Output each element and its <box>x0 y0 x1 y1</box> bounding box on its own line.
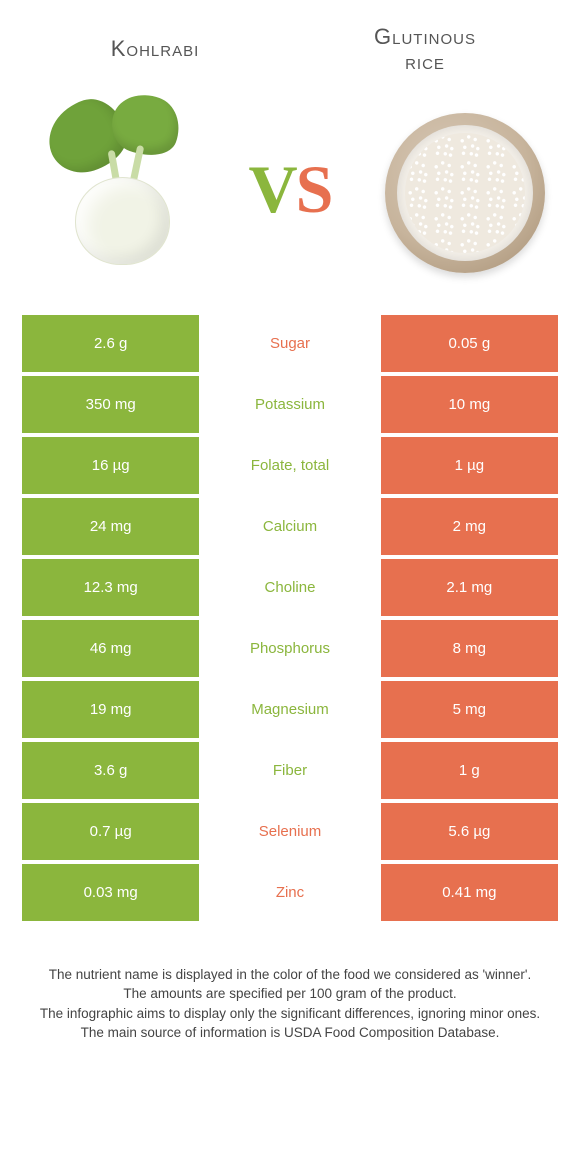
vs-s: S <box>296 151 332 227</box>
nutrient-label: Sugar <box>201 315 378 372</box>
left-value: 0.7 µg <box>22 803 199 860</box>
footnote-3: The infographic aims to display only the… <box>30 1004 550 1024</box>
nutrient-label: Selenium <box>201 803 378 860</box>
hero-row: VS <box>0 85 580 315</box>
right-value: 8 mg <box>381 620 558 677</box>
right-value: 2 mg <box>381 498 558 555</box>
table-row: 3.6 gFiber1 g <box>22 742 558 799</box>
left-value: 19 mg <box>22 681 199 738</box>
table-row: 0.7 µgSelenium5.6 µg <box>22 803 558 860</box>
footnote-4: The main source of information is USDA F… <box>30 1023 550 1043</box>
right-food-title-line2: rice <box>405 49 445 74</box>
table-row: 2.6 gSugar0.05 g <box>22 315 558 372</box>
nutrient-label: Zinc <box>201 864 378 921</box>
left-food-title: Kohlrabi <box>20 36 290 62</box>
right-value: 0.05 g <box>381 315 558 372</box>
right-value: 1 µg <box>381 437 558 494</box>
table-row: 350 mgPotassium10 mg <box>22 376 558 433</box>
right-value: 2.1 mg <box>381 559 558 616</box>
left-value: 2.6 g <box>22 315 199 372</box>
header: Kohlrabi Glutinous rice <box>0 0 580 85</box>
left-value: 12.3 mg <box>22 559 199 616</box>
vs-v: V <box>249 151 296 227</box>
footnotes: The nutrient name is displayed in the co… <box>0 925 580 1043</box>
table-row: 19 mgMagnesium5 mg <box>22 681 558 738</box>
left-value: 16 µg <box>22 437 199 494</box>
right-value: 1 g <box>381 742 558 799</box>
right-value: 5.6 µg <box>381 803 558 860</box>
table-row: 46 mgPhosphorus8 mg <box>22 620 558 677</box>
nutrient-label: Choline <box>201 559 378 616</box>
nutrient-label: Calcium <box>201 498 378 555</box>
left-value: 350 mg <box>22 376 199 433</box>
right-value: 0.41 mg <box>381 864 558 921</box>
vs-label: VS <box>249 150 332 229</box>
right-food-title-line1: Glutinous <box>374 24 476 49</box>
nutrient-label: Magnesium <box>201 681 378 738</box>
right-value: 10 mg <box>381 376 558 433</box>
left-value: 46 mg <box>22 620 199 677</box>
right-food-title: Glutinous rice <box>290 24 560 75</box>
nutrient-label: Phosphorus <box>201 620 378 677</box>
footnote-2: The amounts are specified per 100 gram o… <box>30 984 550 1004</box>
footnote-1: The nutrient name is displayed in the co… <box>30 965 550 985</box>
nutrient-label: Fiber <box>201 742 378 799</box>
left-value: 24 mg <box>22 498 199 555</box>
kohlrabi-image <box>20 95 210 285</box>
right-value: 5 mg <box>381 681 558 738</box>
left-value: 3.6 g <box>22 742 199 799</box>
table-row: 12.3 mgCholine2.1 mg <box>22 559 558 616</box>
nutrient-label: Potassium <box>201 376 378 433</box>
table-row: 16 µgFolate, total1 µg <box>22 437 558 494</box>
comparison-table: 2.6 gSugar0.05 g350 mgPotassium10 mg16 µ… <box>0 315 580 921</box>
table-row: 0.03 mgZinc0.41 mg <box>22 864 558 921</box>
left-value: 0.03 mg <box>22 864 199 921</box>
nutrient-label: Folate, total <box>201 437 378 494</box>
rice-image <box>370 95 560 285</box>
table-row: 24 mgCalcium2 mg <box>22 498 558 555</box>
